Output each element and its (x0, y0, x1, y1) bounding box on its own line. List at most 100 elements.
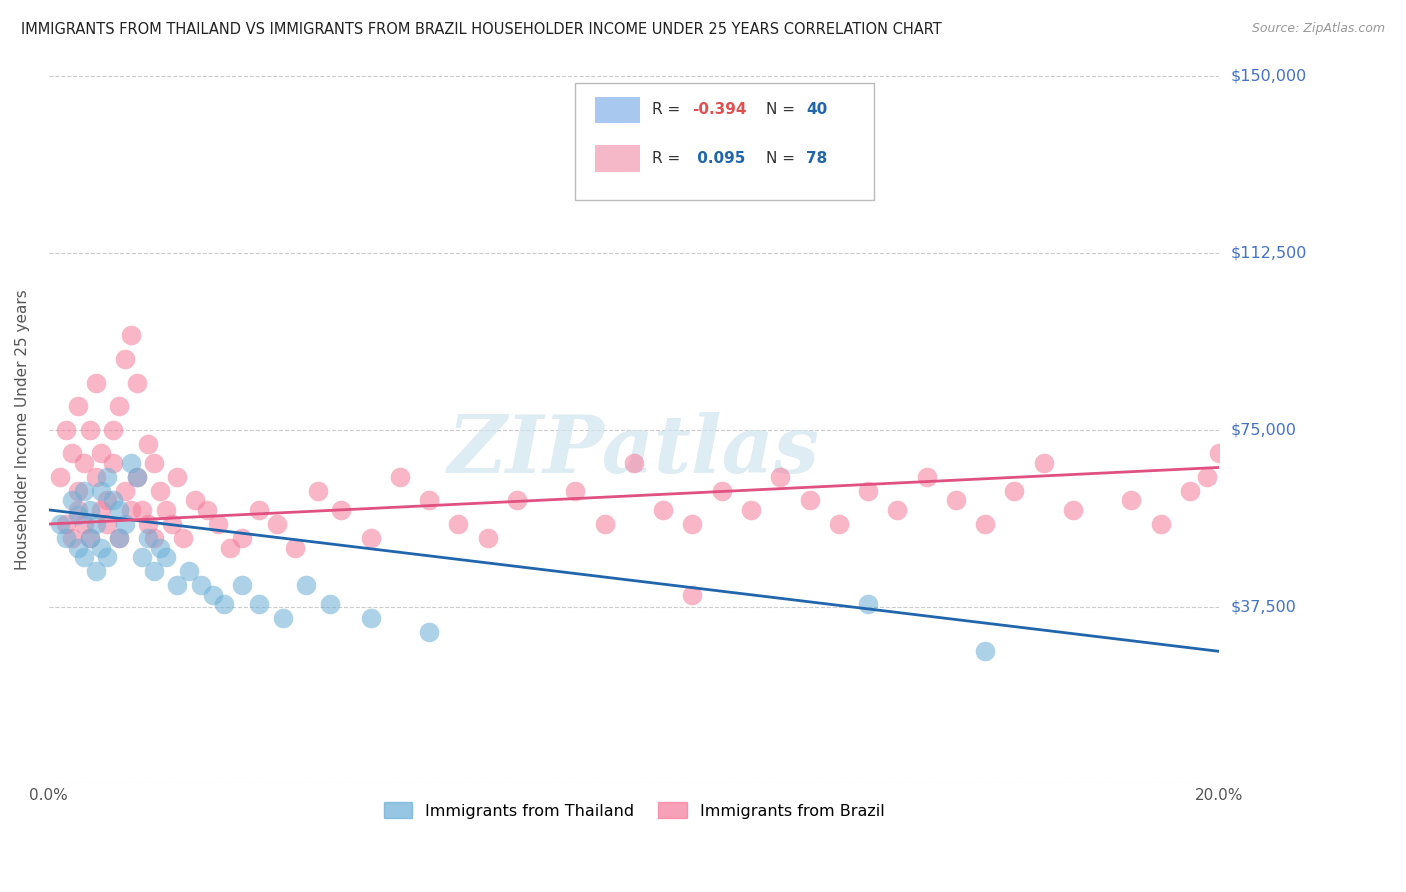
Point (114, 483, 136, 498)
Point (266, 516, 288, 531)
Text: IMMIGRANTS FROM THAILAND VS IMMIGRANTS FROM BRAZIL HOUSEHOLDER INCOME UNDER 25 Y: IMMIGRANTS FROM THAILAND VS IMMIGRANTS F… (21, 22, 942, 37)
Point (84, 470, 107, 484)
Point (166, 578, 188, 592)
Point (360, 531, 382, 545)
Point (149, 483, 172, 498)
Text: $37,500: $37,500 (1230, 599, 1296, 614)
Point (84, 516, 107, 531)
Point (143, 456, 166, 470)
Point (195, 503, 218, 517)
Point (1062, 503, 1084, 517)
Point (295, 578, 318, 592)
Point (307, 483, 329, 498)
Text: 0.095: 0.095 (693, 151, 745, 166)
Point (1149, 516, 1171, 531)
Point (172, 531, 194, 545)
Point (120, 328, 142, 343)
Point (1032, 456, 1054, 470)
Point (249, 597, 271, 611)
Point (856, 483, 879, 498)
Point (84, 376, 107, 390)
Point (506, 493, 529, 508)
Point (388, 470, 411, 484)
Point (101, 456, 124, 470)
Point (974, 644, 997, 658)
Point (66, 541, 89, 555)
Point (945, 493, 967, 508)
Text: -0.394: -0.394 (693, 103, 747, 118)
Point (214, 597, 236, 611)
Legend: Immigrants from Thailand, Immigrants from Brazil: Immigrants from Thailand, Immigrants fro… (377, 796, 891, 825)
Text: $150,000: $150,000 (1230, 69, 1306, 84)
Point (360, 611, 382, 625)
Point (283, 541, 305, 555)
Point (108, 503, 131, 517)
Point (125, 470, 148, 484)
Point (160, 516, 183, 531)
Point (120, 456, 142, 470)
Text: Source: ZipAtlas.com: Source: ZipAtlas.com (1251, 22, 1385, 36)
Point (55, 516, 77, 531)
Point (249, 503, 271, 517)
Point (96, 549, 118, 564)
Point (66, 508, 89, 522)
Point (90, 503, 112, 517)
Point (828, 516, 851, 531)
Point (231, 531, 253, 545)
Point (49, 470, 72, 484)
Point (96, 516, 118, 531)
Point (79, 503, 101, 517)
Point (201, 588, 224, 602)
Point (101, 423, 124, 437)
Point (710, 483, 733, 498)
Point (682, 588, 704, 602)
Point (682, 516, 704, 531)
Point (155, 503, 177, 517)
Point (60, 531, 83, 545)
Point (73, 456, 96, 470)
Point (136, 531, 159, 545)
Point (101, 493, 124, 508)
Point (108, 531, 131, 545)
Point (1121, 493, 1143, 508)
Point (271, 611, 294, 625)
Point (149, 541, 172, 555)
Point (108, 531, 131, 545)
Point (90, 446, 112, 460)
Point (90, 541, 112, 555)
Point (179, 564, 201, 578)
Point (79, 423, 101, 437)
Point (120, 503, 142, 517)
Point (131, 549, 153, 564)
Point (184, 493, 207, 508)
Point (60, 446, 83, 460)
Point (136, 516, 159, 531)
Point (114, 351, 136, 366)
FancyBboxPatch shape (595, 96, 640, 123)
Point (49, 516, 72, 531)
Point (114, 516, 136, 531)
Point (73, 516, 96, 531)
Point (79, 531, 101, 545)
Point (166, 470, 188, 484)
Point (155, 549, 177, 564)
Point (207, 516, 229, 531)
Point (55, 423, 77, 437)
Point (84, 564, 107, 578)
Point (66, 483, 89, 498)
Point (318, 597, 340, 611)
Text: R =: R = (651, 151, 685, 166)
Point (799, 493, 821, 508)
Point (477, 531, 499, 545)
Point (915, 470, 938, 484)
Y-axis label: Householder Income Under 25 years: Householder Income Under 25 years (15, 289, 30, 570)
Point (564, 483, 586, 498)
Point (131, 503, 153, 517)
Point (856, 597, 879, 611)
Point (125, 470, 148, 484)
Point (96, 493, 118, 508)
Point (1178, 483, 1201, 498)
Point (418, 625, 440, 640)
Point (125, 376, 148, 390)
Point (330, 503, 353, 517)
